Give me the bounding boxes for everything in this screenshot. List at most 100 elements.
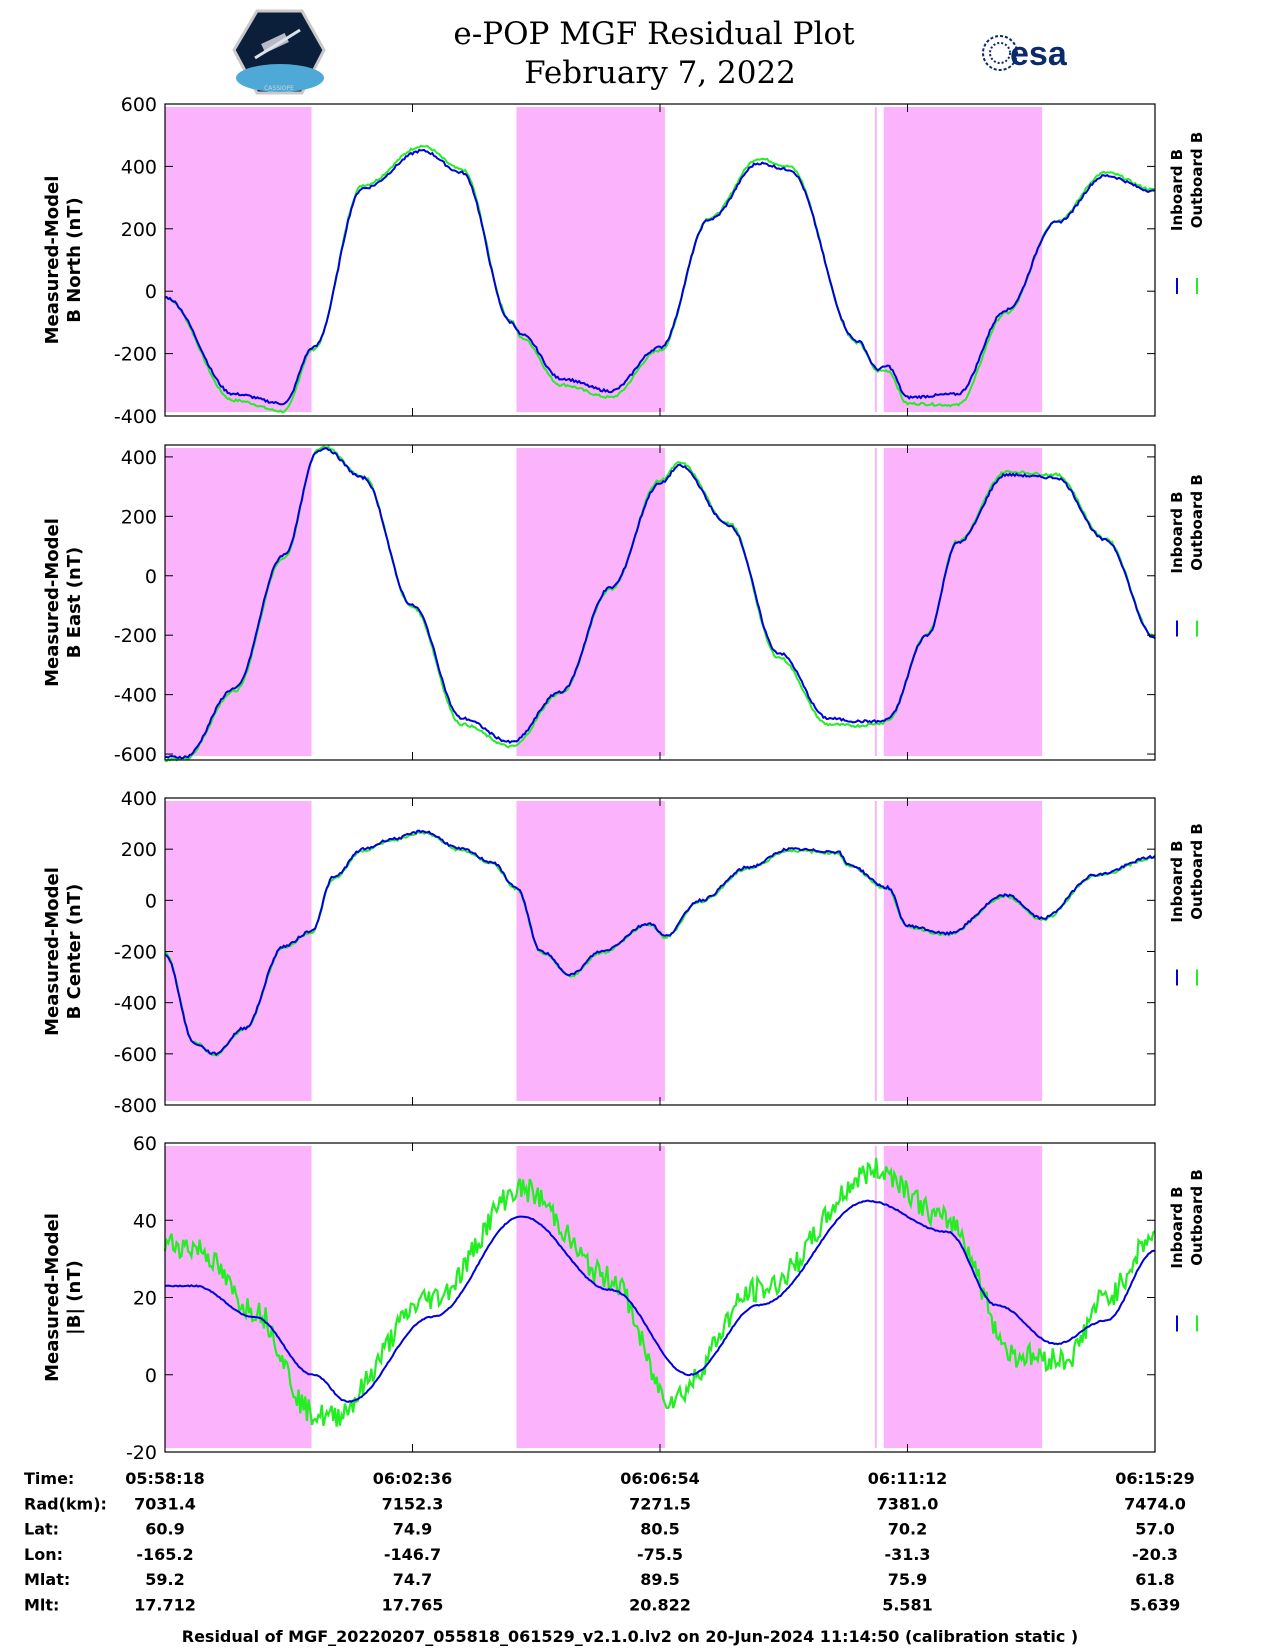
ytick-label: -400	[114, 685, 157, 707]
table-cell: 7031.4	[134, 1494, 196, 1513]
table-cell: 06:02:36	[373, 1469, 453, 1488]
ylabel-line1: Measured-Model	[42, 867, 63, 1036]
ytick-label: 0	[145, 281, 157, 303]
table-row-label: Mlat:	[24, 1570, 70, 1589]
table-cell: 74.7	[393, 1570, 432, 1589]
ytick-label: -200	[114, 344, 157, 366]
shaded-region-2	[516, 448, 665, 756]
title-line2: February 7, 2022	[524, 55, 796, 91]
table-cell: 70.2	[888, 1520, 927, 1539]
shaded-region-4	[883, 801, 1043, 1101]
ytick-label: -800	[114, 1095, 157, 1117]
panel-1: 600 400 200 0 -200 -400 Measured-ModelB North …	[42, 94, 1206, 428]
shaded-region-1	[165, 1146, 312, 1448]
ytick-label: 0	[145, 1365, 157, 1387]
table-row-label: Time:	[24, 1469, 74, 1488]
legend-inboard-label: Inboard B	[1168, 1186, 1186, 1268]
table-row-label: Lat:	[24, 1520, 59, 1539]
ytick-label: -600	[114, 1044, 157, 1066]
table-cell: 80.5	[640, 1520, 679, 1539]
ytick-label: -600	[114, 744, 157, 766]
table-cell: 5.639	[1130, 1596, 1181, 1615]
ytick-label: 60	[133, 1133, 157, 1155]
ylabel-line2: |B| (nT)	[64, 1260, 85, 1335]
legend-outboard-label: Outboard B	[1188, 132, 1206, 229]
ylabel-line1: Measured-Model	[42, 1213, 63, 1382]
table-cell: 7271.5	[629, 1494, 691, 1513]
legend-outboard-label: Outboard B	[1188, 823, 1206, 920]
legend-inboard-label: Inboard B	[1168, 149, 1186, 231]
table-cell: 7474.0	[1124, 1494, 1186, 1513]
ytick-label: -20	[126, 1442, 157, 1464]
ytick-label: -200	[114, 942, 157, 964]
table-cell: 74.9	[393, 1520, 432, 1539]
inboard-line-4	[164, 1199, 1156, 1403]
ylabel-line2: B North (nT)	[64, 197, 85, 323]
table-cell: 59.2	[145, 1570, 184, 1589]
cassiope-logo-text: CASSIOPE	[264, 85, 294, 92]
cassiope-logo: CASSIOPE	[232, 9, 326, 95]
shaded-region-1	[165, 448, 312, 756]
title-line1: e-POP MGF Residual Plot	[453, 16, 855, 52]
ytick-label: -400	[114, 406, 157, 428]
table-cell: -146.7	[384, 1545, 441, 1564]
table-cell: 60.9	[145, 1520, 184, 1539]
shaded-region-4	[883, 107, 1043, 412]
shaded-region-3	[874, 1146, 877, 1448]
shaded-region-1	[165, 801, 312, 1101]
ytick-label: 20	[133, 1288, 157, 1310]
ylabel-2: Measured-ModelB East (nT)	[42, 518, 85, 687]
table-cell: 61.8	[1135, 1570, 1174, 1589]
table-cell: -165.2	[136, 1545, 193, 1564]
ylabel-3: Measured-ModelB Center (nT)	[42, 867, 85, 1036]
table-cell: 20.822	[629, 1596, 691, 1615]
shaded-region-3	[874, 107, 877, 412]
ytick-label: 400	[121, 156, 157, 178]
ylabel-1: Measured-ModelB North (nT)	[42, 176, 85, 345]
shaded-region-1	[165, 107, 312, 412]
legend-outboard-label: Outboard B	[1188, 474, 1206, 571]
table-cell: -75.5	[637, 1545, 683, 1564]
ylabel-line2: B East (nT)	[64, 547, 85, 659]
shaded-region-2	[516, 107, 665, 412]
legend-outboard-label: Outboard B	[1188, 1169, 1206, 1266]
table-cell: 89.5	[640, 1570, 679, 1589]
table-row-label: Lon:	[24, 1545, 63, 1564]
shaded-region-3	[874, 448, 877, 756]
ytick-label: -400	[114, 993, 157, 1015]
ytick-label: 600	[121, 94, 157, 116]
legend-inboard-label: Inboard B	[1168, 840, 1186, 922]
inboard-line-2	[164, 447, 1156, 760]
table-cell: 06:06:54	[620, 1469, 700, 1488]
outboard-line-4	[163, 1157, 1156, 1427]
ylabel-line2: B Center (nT)	[64, 884, 85, 1020]
panel-3: 400 200 0 -200 -400 -600 -800 Measured-ModelB C…	[42, 788, 1206, 1117]
ytick-label: 200	[121, 506, 157, 528]
ytick-label: 200	[121, 219, 157, 241]
inboard-line-1	[164, 148, 1156, 406]
table-cell: 75.9	[888, 1570, 927, 1589]
table-cell: 5.581	[882, 1596, 933, 1615]
ytick-label: 400	[121, 447, 157, 469]
table-cell: 57.0	[1135, 1520, 1174, 1539]
panel-2: 400 200 0 -200 -400 -600 Measured-ModelB East …	[42, 444, 1206, 766]
table-cell: 17.765	[382, 1596, 444, 1615]
panel-4: 60 40 20 0 -20 Measured-Model|B| (nT) Inboard …	[42, 1133, 1206, 1464]
ylabel-4: Measured-Model|B| (nT)	[42, 1213, 85, 1382]
table-cell: 06:15:29	[1115, 1469, 1195, 1488]
ylabel-line1: Measured-Model	[42, 518, 63, 687]
table-cell: -31.3	[884, 1545, 930, 1564]
ytick-label: 200	[121, 839, 157, 861]
table-row-label: Mlt:	[24, 1596, 59, 1615]
ytick-label: 40	[133, 1210, 157, 1232]
esa-logo-text: esa	[1010, 35, 1068, 73]
table-cell: 06:11:12	[868, 1469, 948, 1488]
table-cell: 17.712	[134, 1596, 196, 1615]
ytick-label: 400	[121, 788, 157, 810]
footer-caption: Residual of MGF_20220207_055818_061529_v…	[182, 1627, 1078, 1646]
legend-inboard-label: Inboard B	[1168, 491, 1186, 573]
table-cell: 05:58:18	[125, 1469, 205, 1488]
ytick-label: -200	[114, 625, 157, 647]
table-cell: 7152.3	[382, 1494, 444, 1513]
